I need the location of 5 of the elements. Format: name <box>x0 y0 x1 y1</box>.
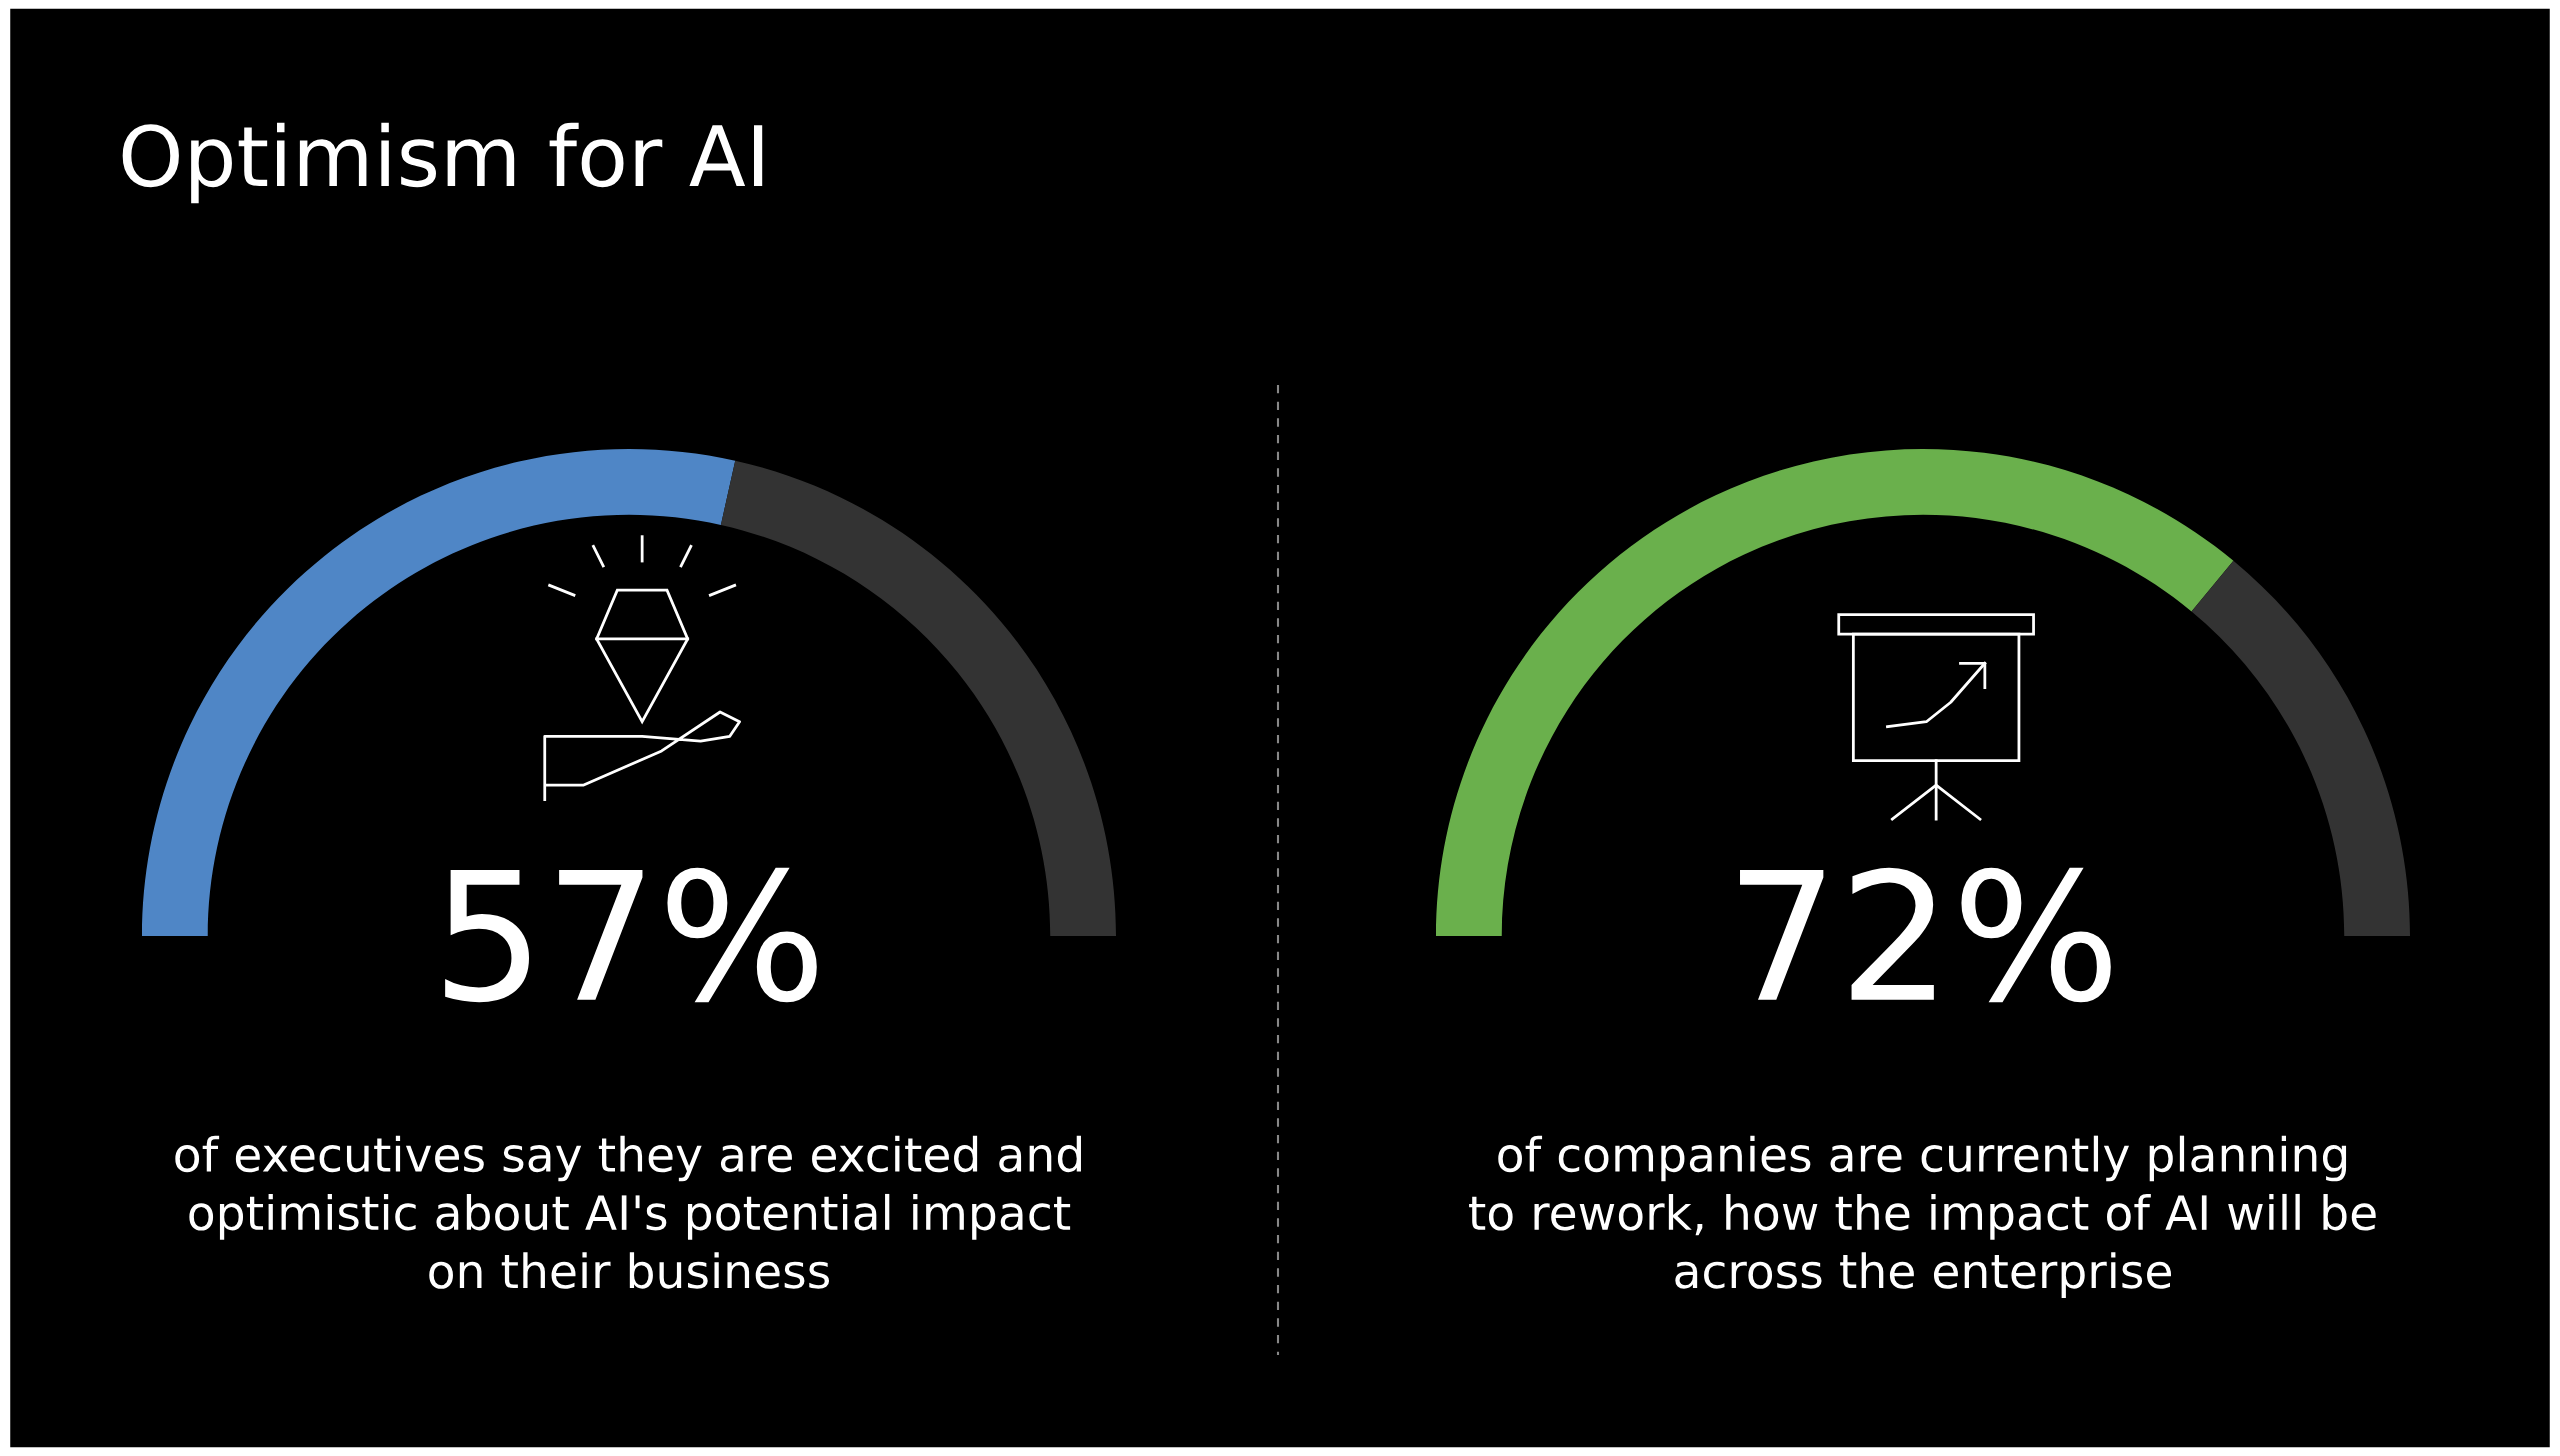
chart-title: Optimism for AI <box>122 122 763 204</box>
text: of companies are currently planning to rework, how the impact of AI will be across the enterprise <box>1469 1135 2376 1298</box>
text: 57% <box>445 867 817 1003</box>
text: of executives say they are excited and optimistic about AI's potential impact on their business <box>175 1135 1081 1289</box>
text: 72% <box>1740 867 2111 1003</box>
